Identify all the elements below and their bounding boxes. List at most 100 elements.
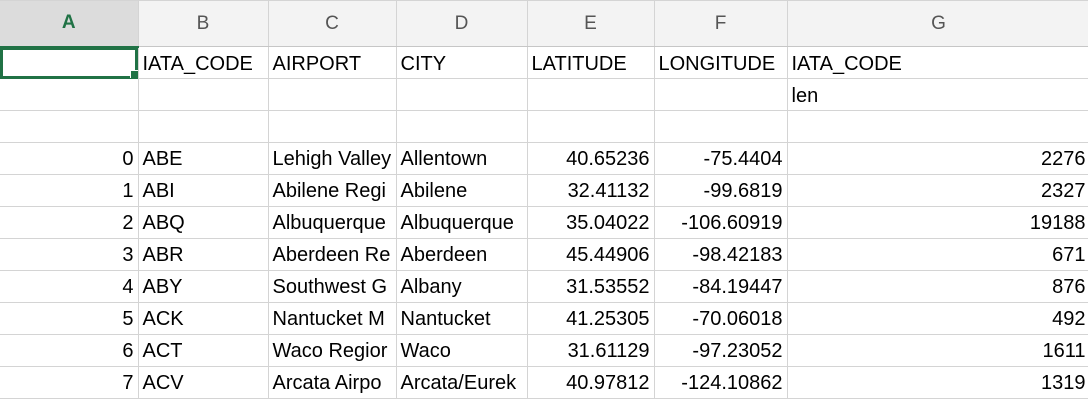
cell-subheader-len[interactable]: len (787, 78, 1088, 111)
cell-latitude[interactable]: 35.04022 (527, 206, 655, 239)
cell-airport[interactable]: Abilene Regi (268, 174, 397, 207)
cell-iata-len[interactable]: 1319 (787, 366, 1088, 399)
empty-cell[interactable] (787, 110, 1088, 143)
cell-latitude[interactable]: 40.65236 (527, 142, 655, 175)
column-header-g[interactable]: G (787, 0, 1088, 47)
cell-index[interactable]: 5 (0, 302, 139, 335)
sheet-row-subheader: len (0, 78, 1088, 111)
table-row: 3 ABR Aberdeen Re Aberdeen 45.44906 -98.42183… (0, 238, 1088, 271)
cell-airport[interactable]: Albuquerque (268, 206, 397, 239)
cell-airport[interactable]: Waco Regior (268, 334, 397, 367)
cell-city[interactable]: Waco (396, 334, 528, 367)
cell-iata-code[interactable]: ABR (138, 238, 269, 271)
cell-subheader[interactable] (396, 78, 528, 111)
cell-index[interactable]: 0 (0, 142, 139, 175)
table-row: 2 ABQ Albuquerque Albuquerque 35.04022 -106.6… (0, 206, 1088, 239)
fill-handle[interactable] (129, 70, 137, 78)
cell-index[interactable]: 4 (0, 270, 139, 303)
column-header-b[interactable]: B (138, 0, 269, 47)
cell-subheader[interactable] (138, 78, 269, 111)
cell-header-city[interactable]: CITY (396, 46, 528, 79)
cell-iata-code[interactable]: ABI (138, 174, 269, 207)
cell-city[interactable]: Abilene (396, 174, 528, 207)
cell-iata-len[interactable]: 492 (787, 302, 1088, 335)
cell-latitude[interactable]: 32.41132 (527, 174, 655, 207)
cell-longitude[interactable]: -106.60919 (654, 206, 788, 239)
cell-airport[interactable]: Arcata Airpo (268, 366, 397, 399)
cell-longitude[interactable]: -84.19447 (654, 270, 788, 303)
column-header-a[interactable]: A (0, 0, 139, 48)
table-row: 4 ABY Southwest G Albany 31.53552 -84.19447 87… (0, 270, 1088, 303)
empty-cell[interactable] (0, 110, 139, 143)
cell-index[interactable]: 3 (0, 238, 139, 271)
cell-city[interactable]: Aberdeen (396, 238, 528, 271)
cell-iata-len[interactable]: 876 (787, 270, 1088, 303)
empty-cell[interactable] (654, 110, 788, 143)
cell-city[interactable]: Allentown (396, 142, 528, 175)
cell-latitude[interactable]: 45.44906 (527, 238, 655, 271)
cell-longitude[interactable]: -97.23052 (654, 334, 788, 367)
cell-city[interactable]: Nantucket (396, 302, 528, 335)
empty-cell[interactable] (396, 110, 528, 143)
cell-latitude[interactable]: 31.53552 (527, 270, 655, 303)
table-row: 7 ACV Arcata Airpo Arcata/Eurek 40.97812 -124… (0, 366, 1088, 399)
cell-iata-len[interactable]: 19188 (787, 206, 1088, 239)
table-row: 5 ACK Nantucket M Nantucket 41.25305 -70.0601… (0, 302, 1088, 335)
cell-iata-code[interactable]: ABE (138, 142, 269, 175)
cell-airport[interactable]: Southwest G (268, 270, 397, 303)
empty-cell[interactable] (527, 110, 655, 143)
data-rows: 0 ABE Lehigh Valley Allentown 40.65236 -75.44… (0, 142, 1088, 399)
column-header-e[interactable]: E (527, 0, 655, 47)
cell-index[interactable]: 6 (0, 334, 139, 367)
empty-cell[interactable] (268, 110, 397, 143)
cell-index[interactable]: 2 (0, 206, 139, 239)
cell-iata-len[interactable]: 671 (787, 238, 1088, 271)
cell-latitude[interactable]: 31.61129 (527, 334, 655, 367)
cell-subheader[interactable] (527, 78, 655, 111)
cell-subheader[interactable] (654, 78, 788, 111)
cell-iata-len[interactable]: 2327 (787, 174, 1088, 207)
column-header-d[interactable]: D (396, 0, 528, 47)
cell-index[interactable]: 7 (0, 366, 139, 399)
cell-latitude[interactable]: 40.97812 (527, 366, 655, 399)
table-row: 6 ACT Waco Regior Waco 31.61129 -97.23052 1611 (0, 334, 1088, 367)
table-row: 0 ABE Lehigh Valley Allentown 40.65236 -75.44… (0, 142, 1088, 175)
cell-header-iata-len[interactable]: IATA_CODE (787, 46, 1088, 79)
cell-subheader[interactable] (0, 78, 139, 111)
cell-latitude[interactable]: 41.25305 (527, 302, 655, 335)
cell-airport[interactable]: Aberdeen Re (268, 238, 397, 271)
cell-header-iata[interactable]: IATA_CODE (138, 46, 269, 79)
cell-header-airport[interactable]: AIRPORT (268, 46, 397, 79)
cell-a1-selected[interactable] (0, 46, 139, 79)
cell-city[interactable]: Albany (396, 270, 528, 303)
cell-iata-code[interactable]: ABY (138, 270, 269, 303)
cell-city[interactable]: Arcata/Eurek (396, 366, 528, 399)
empty-cell[interactable] (138, 110, 269, 143)
cell-header-latitude[interactable]: LATITUDE (527, 46, 655, 79)
cell-longitude[interactable]: -98.42183 (654, 238, 788, 271)
column-header-c[interactable]: C (268, 0, 397, 47)
cell-iata-code[interactable]: ACT (138, 334, 269, 367)
cell-city[interactable]: Albuquerque (396, 206, 528, 239)
cell-subheader[interactable] (268, 78, 397, 111)
cell-longitude[interactable]: -99.6819 (654, 174, 788, 207)
cell-airport[interactable]: Nantucket M (268, 302, 397, 335)
cell-iata-code[interactable]: ACK (138, 302, 269, 335)
column-header-row: A B C D E F G (0, 0, 1088, 48)
sheet-row-header: IATA_CODE AIRPORT CITY LATITUDE LONGITUD… (0, 46, 1088, 79)
column-header-f[interactable]: F (654, 0, 788, 47)
cell-index[interactable]: 1 (0, 174, 139, 207)
sheet-row-empty (0, 110, 1088, 143)
cell-longitude[interactable]: -124.10862 (654, 366, 788, 399)
table-row: 1 ABI Abilene Regi Abilene 32.41132 -99.6819 2… (0, 174, 1088, 207)
cell-iata-len[interactable]: 1611 (787, 334, 1088, 367)
cell-iata-code[interactable]: ABQ (138, 206, 269, 239)
cell-iata-code[interactable]: ACV (138, 366, 269, 399)
cell-iata-len[interactable]: 2276 (787, 142, 1088, 175)
cell-longitude[interactable]: -70.06018 (654, 302, 788, 335)
cell-airport[interactable]: Lehigh Valley (268, 142, 397, 175)
cell-longitude[interactable]: -75.4404 (654, 142, 788, 175)
cell-header-longitude[interactable]: LONGITUDE (654, 46, 788, 79)
